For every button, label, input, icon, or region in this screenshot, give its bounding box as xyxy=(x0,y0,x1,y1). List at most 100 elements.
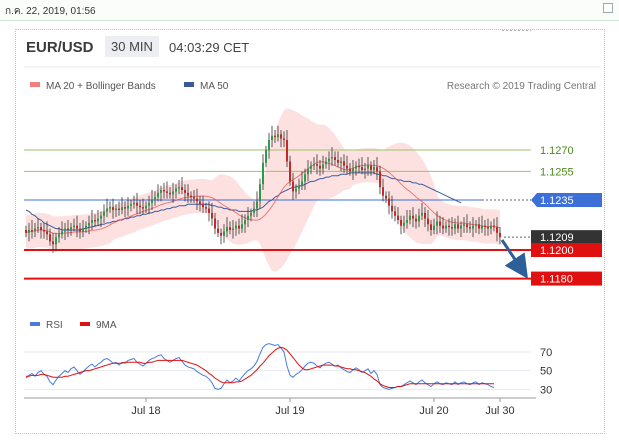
symbol-label: EUR/USD xyxy=(26,39,94,56)
candle xyxy=(331,147,333,166)
bollinger-bands xyxy=(26,108,500,272)
candle xyxy=(115,204,117,218)
timeframe-badge[interactable]: 30 MIN xyxy=(105,36,159,57)
candle xyxy=(226,217,228,238)
level-label-1-1270: 1.1270 xyxy=(540,145,574,157)
candle xyxy=(199,195,201,212)
forecast-arrow-icon xyxy=(500,239,529,279)
candle xyxy=(445,221,447,233)
candle xyxy=(190,191,192,203)
candle xyxy=(250,208,252,222)
candle xyxy=(97,210,99,226)
candle xyxy=(259,178,261,209)
candle xyxy=(91,210,93,230)
candle xyxy=(184,184,186,202)
candle xyxy=(28,222,30,242)
candle xyxy=(460,221,462,238)
level-box xyxy=(531,243,602,257)
ma50-path xyxy=(25,172,462,231)
candle xyxy=(133,195,135,209)
candle xyxy=(346,155,348,175)
candle xyxy=(154,191,156,206)
top-bar: ก.ค. 22, 2019, 01:56 xyxy=(0,0,619,21)
candle xyxy=(385,191,387,203)
candle xyxy=(46,221,48,240)
candle xyxy=(289,155,291,186)
ma20-path xyxy=(25,161,501,235)
candle xyxy=(472,217,474,238)
candle xyxy=(244,214,246,233)
candle xyxy=(100,211,102,228)
credit-label: Research © 2019 Trading Central xyxy=(447,81,596,92)
candle xyxy=(373,160,375,175)
rsi-level-label: 70 xyxy=(540,347,552,359)
rsi-legend-label: RSI xyxy=(46,320,63,331)
price-chart: MA 20 + Bollinger Bands MA 50 Research ©… xyxy=(24,30,602,417)
candle xyxy=(163,182,165,199)
candle xyxy=(61,221,63,239)
candle xyxy=(205,202,207,213)
timestamp: ก.ค. 22, 2019, 01:56 xyxy=(5,6,96,17)
candle xyxy=(280,130,282,148)
level-label-1-1200: 1.1200 xyxy=(540,245,574,257)
candle xyxy=(469,221,471,233)
candle xyxy=(31,220,33,239)
x-tick-label: Jul 18 xyxy=(131,405,160,417)
candle xyxy=(262,154,264,190)
candle xyxy=(112,198,114,219)
candle xyxy=(448,218,450,236)
candle xyxy=(166,181,168,199)
candle xyxy=(355,161,357,176)
candle xyxy=(70,222,72,236)
candle xyxy=(409,210,411,225)
ma20-legend-label: MA 20 + Bollinger Bands xyxy=(46,81,156,92)
candle xyxy=(265,145,267,168)
candle xyxy=(202,195,204,213)
candle xyxy=(178,180,180,195)
candle xyxy=(301,171,303,190)
candle xyxy=(208,201,210,222)
candle xyxy=(43,222,45,239)
candle xyxy=(493,218,495,232)
candle xyxy=(103,204,105,223)
checkbox[interactable] xyxy=(603,3,613,13)
candle xyxy=(49,228,51,246)
candle xyxy=(271,125,273,148)
candle xyxy=(430,220,432,236)
candle xyxy=(34,222,36,238)
candle xyxy=(58,227,60,243)
candle xyxy=(442,217,444,235)
candle xyxy=(388,191,390,215)
candle xyxy=(376,157,378,180)
candle xyxy=(76,215,78,238)
candle xyxy=(94,214,96,228)
candle xyxy=(406,210,408,229)
candle xyxy=(295,184,297,199)
time-label: 04:03:29 CET xyxy=(169,40,250,55)
candle xyxy=(37,218,39,233)
candle xyxy=(364,162,366,179)
candle xyxy=(235,221,237,236)
candle xyxy=(370,161,372,176)
ma50-legend-label: MA 50 xyxy=(200,81,229,92)
candle xyxy=(337,151,339,168)
candle xyxy=(25,225,27,238)
candle xyxy=(229,221,231,235)
candle xyxy=(421,202,423,220)
candle xyxy=(439,215,441,233)
rsi-level-label: 50 xyxy=(540,366,552,378)
candle xyxy=(136,192,138,215)
candle xyxy=(463,217,465,233)
candle xyxy=(88,215,90,235)
candle xyxy=(382,178,384,202)
candle xyxy=(391,195,393,219)
level-label-1-1235: 1.1235 xyxy=(540,195,574,207)
rsi-path xyxy=(25,343,495,390)
candle xyxy=(40,222,42,239)
candle xyxy=(394,205,396,222)
level-box xyxy=(531,271,602,286)
ma50-line xyxy=(25,172,462,231)
candle xyxy=(64,222,66,240)
candle xyxy=(175,184,177,199)
ma9-legend-swatch xyxy=(80,322,90,326)
